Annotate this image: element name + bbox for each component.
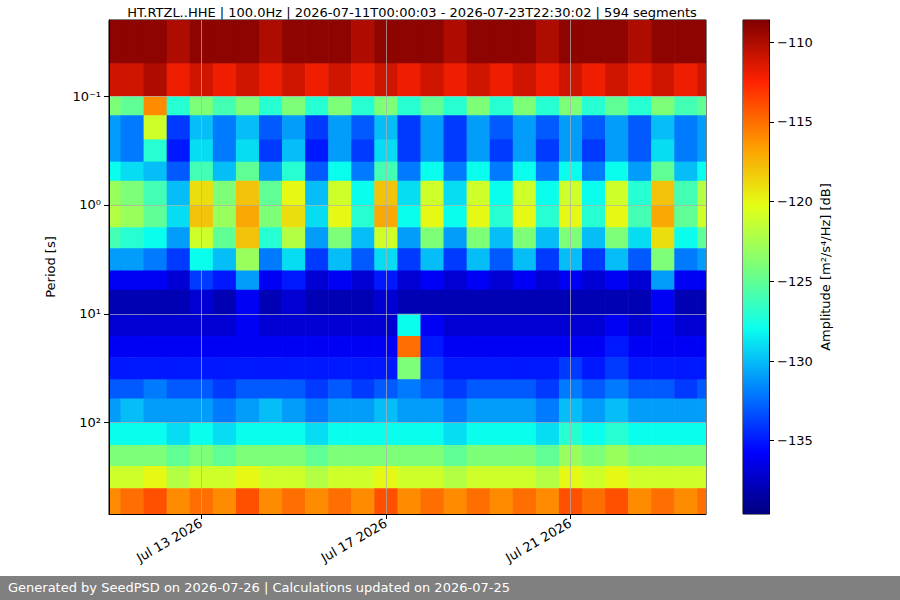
svg-text:−120: −120 — [777, 194, 813, 209]
svg-text:−130: −130 — [777, 354, 813, 369]
svg-text:−135: −135 — [777, 433, 813, 448]
svg-text:Period [s]: Period [s] — [43, 236, 58, 298]
svg-text:−115: −115 — [777, 114, 813, 129]
svg-text:Jul 17 2026: Jul 17 2026 — [318, 516, 390, 566]
svg-text:Jul 13 2026: Jul 13 2026 — [133, 516, 205, 566]
svg-text:Jul 21 2026: Jul 21 2026 — [502, 516, 574, 566]
svg-text:10¹: 10¹ — [79, 306, 101, 321]
svg-text:10²: 10² — [79, 415, 101, 430]
svg-text:Amplitude [m²/s⁴/Hz] [dB]: Amplitude [m²/s⁴/Hz] [dB] — [818, 183, 833, 351]
svg-text:−125: −125 — [777, 274, 813, 289]
svg-text:HT.RTZL..HHE | 100.0Hz | 2026-: HT.RTZL..HHE | 100.0Hz | 2026-07-11T00:0… — [127, 5, 697, 20]
svg-text:10⁰: 10⁰ — [79, 197, 101, 212]
svg-text:−110: −110 — [777, 35, 813, 50]
svg-text:10⁻¹: 10⁻¹ — [72, 89, 101, 104]
svg-text:Generated by SeedPSD on 2026-0: Generated by SeedPSD on 2026-07-26 | Cal… — [8, 580, 510, 595]
